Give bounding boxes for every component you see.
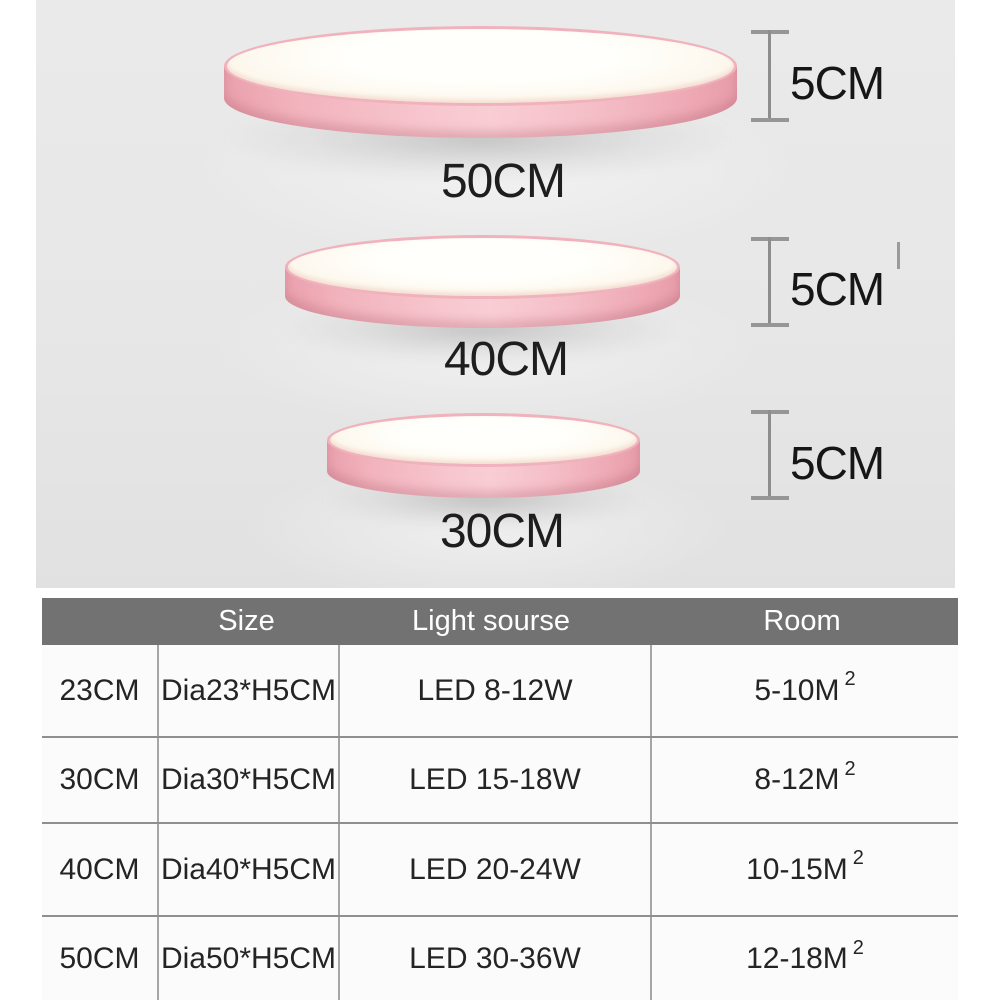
marker-stem [768, 30, 771, 122]
cell-model: 40CM [59, 852, 140, 886]
cell-room: 8-12M 2 [650, 738, 958, 822]
cell-light: LED 15-18W [338, 738, 650, 822]
lamp-40cm [275, 235, 690, 366]
room-superscript: 2 [844, 668, 856, 690]
lamp-50cm [214, 26, 747, 184]
header-light-source: Light sourse [412, 605, 570, 637]
spec-table-header-row: Size Light sourse Room [42, 598, 958, 645]
diameter-label-50cm: 50CM [440, 155, 566, 208]
lamp-top-surface [327, 413, 640, 467]
marker-cap [751, 323, 789, 327]
diameter-label-30cm: 30CM [439, 505, 565, 558]
height-label-30cm: 5CM [790, 437, 885, 489]
cell-room: 10-15M 2 [650, 824, 958, 915]
table-row-23cm: 23CM Dia23*H5CM LED 8-12W 5-10M 2 [42, 645, 958, 738]
product-photo-section: 50CM 5CM 40CM 5CM 30CM 5CM [36, 0, 955, 588]
header-room: Room [763, 605, 841, 637]
cell-model: 50CM [59, 942, 140, 975]
height-label-40cm: 5CM [790, 263, 885, 315]
cell-size: Dia30*H5CM [157, 738, 338, 822]
table-row-50cm: 50CM Dia50*H5CM LED 30-36W 12-18M 2 [42, 917, 958, 1000]
lamp-top-surface [285, 235, 680, 299]
room-superscript: 2 [844, 757, 856, 780]
cell-light: LED 8-12W [338, 645, 650, 736]
cell-size: Dia50*H5CM [157, 917, 338, 1000]
room-superscript: 2 [852, 847, 864, 869]
height-dimension-marker [751, 237, 789, 327]
marker-cap [751, 118, 789, 122]
cell-size: Dia40*H5CM [157, 824, 338, 915]
marker-cap [751, 496, 789, 500]
stray-mark [897, 242, 900, 269]
table-row-40cm: 40CM Dia40*H5CM LED 20-24W 10-15M 2 [42, 824, 958, 917]
cell-model: 30CM [59, 763, 140, 796]
diameter-label-40cm: 40CM [443, 333, 569, 386]
table-row-30cm: 30CM Dia30*H5CM LED 15-18W 8-12M 2 [42, 738, 958, 824]
lamp-30cm [317, 413, 650, 531]
room-value: 12-18M [746, 942, 848, 975]
room-value: 8-12M [754, 763, 840, 796]
header-size: Size [218, 605, 275, 637]
lamp-top-surface [224, 26, 737, 106]
cell-room: 12-18M 2 [650, 917, 958, 1000]
height-label-50cm: 5CM [790, 57, 885, 109]
room-value: 5-10M [754, 673, 840, 707]
marker-stem [768, 410, 771, 500]
cell-size: Dia23*H5CM [157, 645, 338, 736]
marker-stem [768, 237, 771, 327]
room-value: 10-15M [746, 852, 848, 886]
cell-room: 5-10M 2 [650, 645, 958, 736]
cell-model: 23CM [59, 673, 140, 707]
height-dimension-marker [751, 30, 789, 122]
cell-light: LED 20-24W [338, 824, 650, 915]
room-superscript: 2 [852, 936, 864, 959]
spec-table: Size Light sourse Room 23CM Dia23*H5CM L… [42, 598, 958, 1000]
height-dimension-marker [751, 410, 789, 500]
cell-light: LED 30-36W [338, 917, 650, 1000]
